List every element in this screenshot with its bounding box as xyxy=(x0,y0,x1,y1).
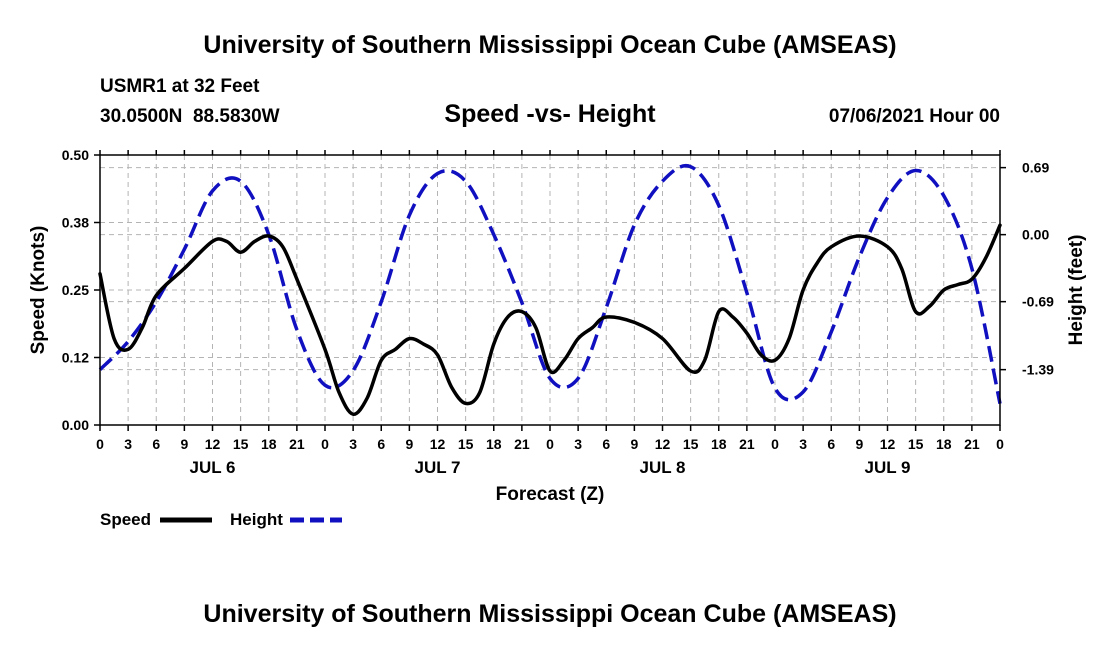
station-label: USMR1 at 32 Feet xyxy=(100,76,260,97)
day-label: JUL 9 xyxy=(865,458,911,477)
forecast-datetime: 07/06/2021 Hour 00 xyxy=(828,106,1000,127)
plot-border xyxy=(99,154,1001,426)
x-tick-label: 15 xyxy=(683,436,699,452)
x-tick-label: 0 xyxy=(771,436,779,452)
main-title: University of Southern Mississippi Ocean… xyxy=(203,31,897,59)
y2-tick-label: 0.00 xyxy=(1022,227,1049,243)
x-tick-label: 12 xyxy=(880,436,896,452)
x-tick-label: 18 xyxy=(936,436,952,452)
station-coordinates: 30.0500N 88.5830W xyxy=(100,106,280,127)
y2-axis-label: Height (feet) xyxy=(1066,235,1087,346)
legend-label-height: Height xyxy=(230,510,283,529)
y-tick-label: 0.50 xyxy=(62,147,89,163)
day-label: JUL 6 xyxy=(190,458,236,477)
x-tick-label: 21 xyxy=(739,436,755,452)
x-tick-label: 18 xyxy=(486,436,502,452)
x-tick-label: 12 xyxy=(655,436,671,452)
x-tick-label: 0 xyxy=(996,436,1004,452)
y2-tick-label: -1.39 xyxy=(1022,362,1054,378)
x-tick-label: 3 xyxy=(124,436,132,452)
x-tick-label: 0 xyxy=(546,436,554,452)
x-tick-label: 21 xyxy=(964,436,980,452)
legend-label-speed: Speed xyxy=(100,510,151,529)
x-tick-label: 9 xyxy=(630,436,638,452)
x-tick-label: 18 xyxy=(711,436,727,452)
x-tick-label: 15 xyxy=(908,436,924,452)
x-tick-label: 9 xyxy=(405,436,413,452)
x-tick-label: 0 xyxy=(321,436,329,452)
x-tick-label: 3 xyxy=(799,436,807,452)
day-label: JUL 8 xyxy=(640,458,686,477)
x-axis-label: Forecast (Z) xyxy=(496,484,605,505)
plot-frame xyxy=(94,150,1006,431)
x-tick-label: 21 xyxy=(514,436,530,452)
grid xyxy=(100,155,1000,425)
x-tick-label: 15 xyxy=(233,436,249,452)
x-tick-label: 3 xyxy=(349,436,357,452)
legend: Speed Height xyxy=(100,510,342,529)
x-tick-label: 6 xyxy=(602,436,610,452)
y-tick-label: 0.12 xyxy=(62,350,89,366)
y-axis-label: Speed (Knots) xyxy=(28,226,49,355)
x-tick-label: 18 xyxy=(261,436,277,452)
series-group xyxy=(98,163,1002,416)
y-tick-label: 0.38 xyxy=(62,215,89,231)
height-series-line xyxy=(98,163,1002,404)
chart-title: Speed -vs- Height xyxy=(444,100,656,128)
speed-series-line xyxy=(98,223,1002,416)
y-tick-label: 0.25 xyxy=(62,282,89,298)
x-tick-label: 21 xyxy=(289,436,305,452)
y-tick-label: 0.00 xyxy=(62,417,89,433)
x-tick-label: 9 xyxy=(855,436,863,452)
x-tick-label: 15 xyxy=(458,436,474,452)
x-tick-label: 6 xyxy=(827,436,835,452)
x-tick-label: 12 xyxy=(205,436,221,452)
tick-labels: 0 3 6 9 12 15 18 21 0 3 6 9 12 15 18 21 0 3 6 9 12 15 18 21 0 3 6 9… xyxy=(62,147,1054,477)
y2-tick-label: 0.69 xyxy=(1022,160,1049,176)
footer-title: University of Southern Mississippi Ocean… xyxy=(203,600,897,628)
y2-tick-label: -0.69 xyxy=(1022,294,1054,310)
day-label: JUL 7 xyxy=(415,458,461,477)
x-tick-label: 0 xyxy=(96,436,104,452)
x-tick-label: 6 xyxy=(152,436,160,452)
x-tick-label: 12 xyxy=(430,436,446,452)
speed-height-chart: 0 3 6 9 12 15 18 21 0 3 6 9 12 15 18 21 0 3 6 9 12 15 18 21 0 3 6 9… xyxy=(28,147,1087,529)
x-tick-label: 3 xyxy=(574,436,582,452)
x-tick-label: 9 xyxy=(180,436,188,452)
x-tick-label: 6 xyxy=(377,436,385,452)
